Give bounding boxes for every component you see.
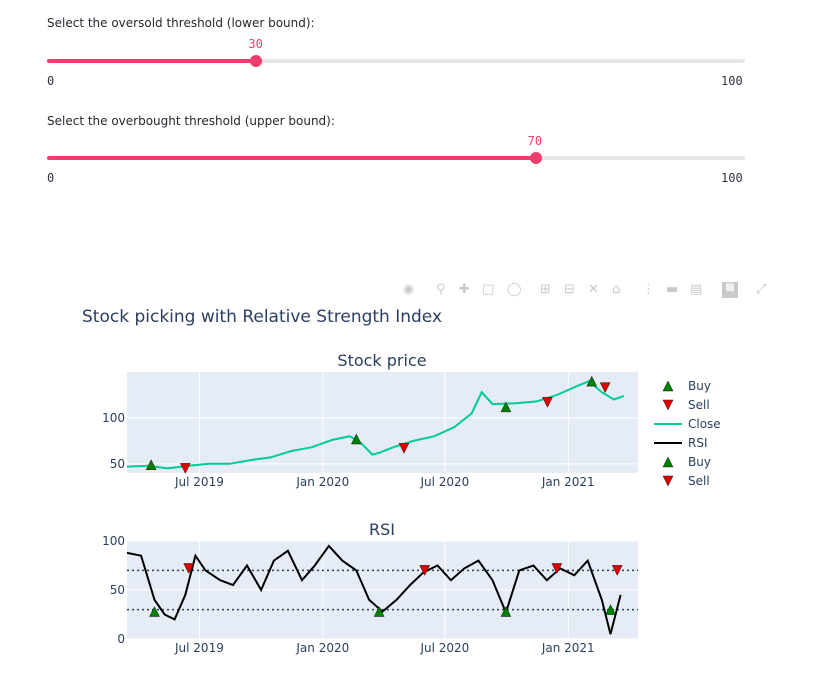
legend-close-label: Close <box>688 417 721 431</box>
price-x-tick-label: Jan 2021 <box>541 475 595 489</box>
rsi-x-tick-label: Jan 2021 <box>541 641 595 655</box>
overbought-slider-max: 100 <box>721 171 743 185</box>
price-x-tick-label: Jan 2020 <box>295 475 349 489</box>
rsi-sell-marker <box>551 563 563 574</box>
zoom-icon[interactable]: ⚲ <box>436 282 446 297</box>
price-buy-marker <box>145 459 157 470</box>
chart-toolbar: ◉ ⚲ ✚ □ ◯ ⊞ ⊟ ✕ ⌂ ⋮ ▬ ▤ ▩ ⤢ <box>400 282 780 302</box>
rsi-buy-marker <box>373 606 385 617</box>
price-buy-marker <box>500 401 512 413</box>
hover-closest-icon[interactable]: ▬ <box>666 282 679 297</box>
oversold-slider-fill <box>47 59 257 63</box>
legend-buy-label: Buy <box>688 379 711 393</box>
hover-compare-icon[interactable]: ▤ <box>690 282 703 297</box>
price-sell-marker <box>599 382 611 394</box>
legend-sell-label: Sell <box>688 398 710 412</box>
rsi-sell-marker <box>611 565 623 576</box>
fullscreen-icon[interactable]: ⤢ <box>756 282 767 297</box>
price-y-tick-label: 50 <box>110 457 125 471</box>
lasso-icon[interactable]: ◯ <box>507 282 522 297</box>
rsi-x-tick-label: Jul 2020 <box>419 641 469 655</box>
plotly-logo-icon[interactable]: ▩ <box>722 282 738 298</box>
rsi-line <box>126 544 622 635</box>
zoom-in-icon[interactable]: ⊞ <box>540 282 551 297</box>
legend-buy-label: Buy <box>688 455 711 469</box>
figure-title: Stock picking with Relative Strength Ind… <box>82 307 442 327</box>
rsi-buy-marker <box>500 606 512 617</box>
rsi-buy-marker <box>605 604 616 615</box>
price-plot-area[interactable] <box>127 372 638 473</box>
autoscale-icon[interactable]: ✕ <box>588 282 599 297</box>
price-sell-marker <box>542 397 553 408</box>
legend-rsi-label: RSI <box>688 436 708 450</box>
overbought-slider-value: 70 <box>527 134 543 148</box>
rsi-sell-marker <box>419 565 431 576</box>
close-price-line <box>126 380 625 470</box>
legend-sell-symbol <box>662 399 674 411</box>
oversold-slider-label: Select the oversold threshold (lower bou… <box>47 16 315 30</box>
legend-buy-symbol <box>662 456 674 468</box>
oversold-slider-thumb[interactable] <box>250 55 263 67</box>
pan-icon[interactable]: ✚ <box>459 282 470 297</box>
spike-lines-icon[interactable]: ⋮ <box>642 282 655 297</box>
price-x-tick-label: Jul 2019 <box>174 475 224 489</box>
rsi-y-tick-label: 0 <box>117 632 125 646</box>
rsi-x-tick-label: Jan 2020 <box>295 641 349 655</box>
legend-sell-symbol <box>662 475 674 487</box>
price-sell-marker <box>398 442 410 454</box>
overbought-slider-min: 0 <box>47 171 55 185</box>
overbought-slider-thumb[interactable] <box>529 152 542 164</box>
oversold-slider-track[interactable] <box>47 59 745 63</box>
rsi-buy-marker <box>149 606 160 617</box>
price-sell-marker <box>179 463 191 474</box>
box-select-icon[interactable]: □ <box>482 282 495 297</box>
overbought-slider-label: Select the overbought threshold (upper b… <box>47 114 335 128</box>
price-buy-marker <box>586 375 598 387</box>
rsi-x-tick-label: Jul 2019 <box>174 641 224 655</box>
legend: Buy Sell Close RSI Buy Sell <box>654 379 721 488</box>
oversold-slider-min: 0 <box>47 74 55 88</box>
rsi-y-tick-label: 100 <box>102 534 125 548</box>
price-buy-marker <box>350 433 362 445</box>
price-subplot-title: Stock price <box>337 351 426 370</box>
price-x-tick-label: Jul 2020 <box>419 475 469 489</box>
rsi-y-tick-label: 50 <box>110 583 125 597</box>
rsi-sell-marker <box>183 563 195 574</box>
legend-sell-label: Sell <box>688 474 710 488</box>
zoom-out-icon[interactable]: ⊟ <box>564 282 575 297</box>
overbought-slider-fill <box>47 156 536 160</box>
price-y-tick-label: 100 <box>102 411 125 425</box>
rsi-subplot-title: RSI <box>369 520 395 539</box>
legend-buy-symbol <box>662 380 674 392</box>
reset-axes-icon[interactable]: ⌂ <box>612 282 621 297</box>
oversold-slider-value: 30 <box>248 37 263 51</box>
oversold-slider-max: 100 <box>721 74 743 88</box>
camera-icon[interactable]: ◉ <box>403 282 415 297</box>
